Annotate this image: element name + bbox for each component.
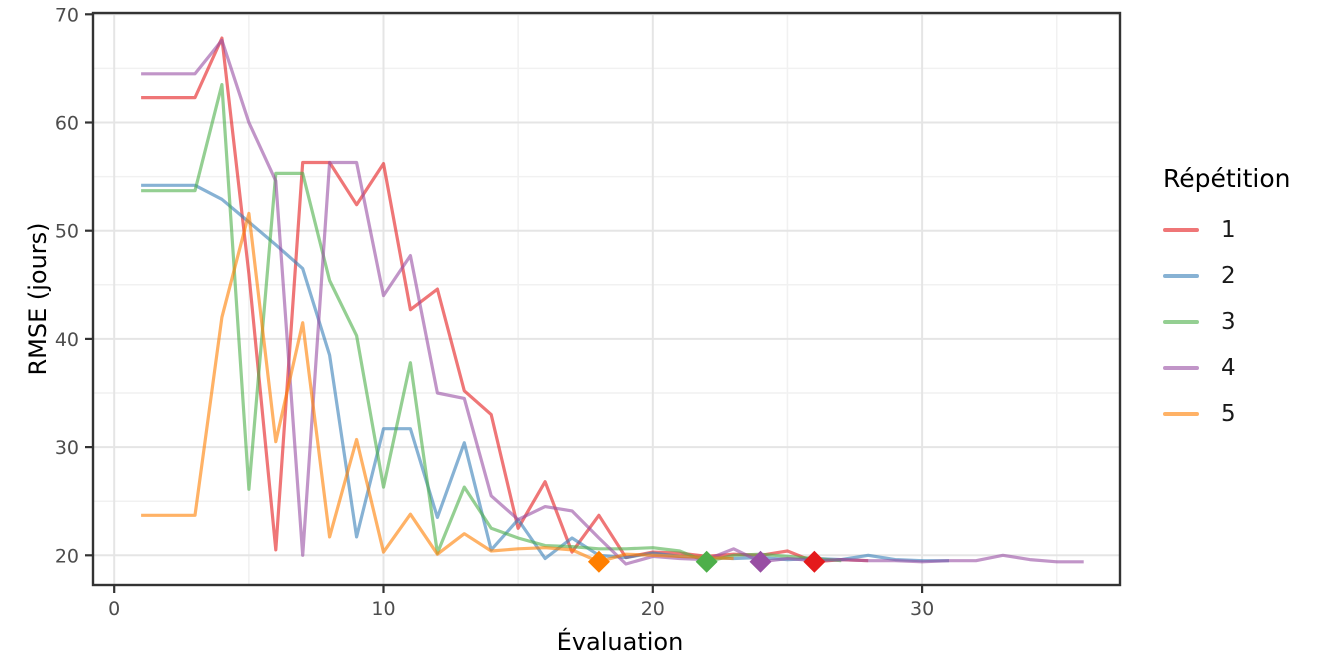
x-tick-label: 30 (910, 598, 934, 620)
legend-item-rep-1: 1 (1163, 207, 1291, 253)
legend-line-swatch (1163, 412, 1199, 416)
y-tick-label: 70 (55, 4, 79, 26)
best-diamond-rep-4 (749, 550, 772, 573)
legend: Répétition 1 2 3 4 5 (1163, 164, 1291, 437)
legend-item-label: 4 (1221, 355, 1236, 381)
legend-item-rep-4: 4 (1163, 345, 1291, 391)
y-tick-label: 30 (55, 437, 79, 459)
best-diamond-rep-1 (803, 550, 826, 573)
legend-item-label: 1 (1221, 217, 1236, 243)
best-diamond-rep-3 (695, 550, 718, 573)
legend-line-swatch (1163, 274, 1199, 278)
legend-line-swatch (1163, 366, 1199, 370)
legend-title: Répétition (1163, 164, 1291, 193)
x-tick-label: 20 (641, 598, 665, 620)
legend-line-swatch (1163, 228, 1199, 232)
legend-item-label: 3 (1221, 309, 1236, 335)
panel-border (91, 11, 1122, 587)
y-axis-title: RMSE (jours) (24, 222, 52, 376)
legend-items: 1 2 3 4 5 (1163, 207, 1291, 437)
legend-item-label: 2 (1221, 263, 1236, 289)
y-tick-label: 40 (55, 329, 79, 351)
legend-item-label: 5 (1221, 401, 1236, 427)
x-tick-label: 10 (371, 598, 395, 620)
chart-line-rep-2 (141, 183, 949, 563)
legend-line-swatch (1163, 320, 1199, 324)
chart-line-rep-5 (141, 211, 734, 564)
y-tick-label: 50 (55, 221, 79, 243)
x-axis-title: Évaluation (556, 628, 684, 656)
legend-item-rep-2: 2 (1163, 253, 1291, 299)
y-tick-label: 20 (55, 545, 79, 567)
chart-line-rep-4 (141, 38, 1084, 566)
best-diamond-rep-5 (587, 550, 610, 573)
legend-item-rep-3: 3 (1163, 299, 1291, 345)
x-tick-label: 0 (108, 598, 120, 620)
y-tick-label: 60 (55, 113, 79, 135)
legend-item-rep-5: 5 (1163, 391, 1291, 437)
